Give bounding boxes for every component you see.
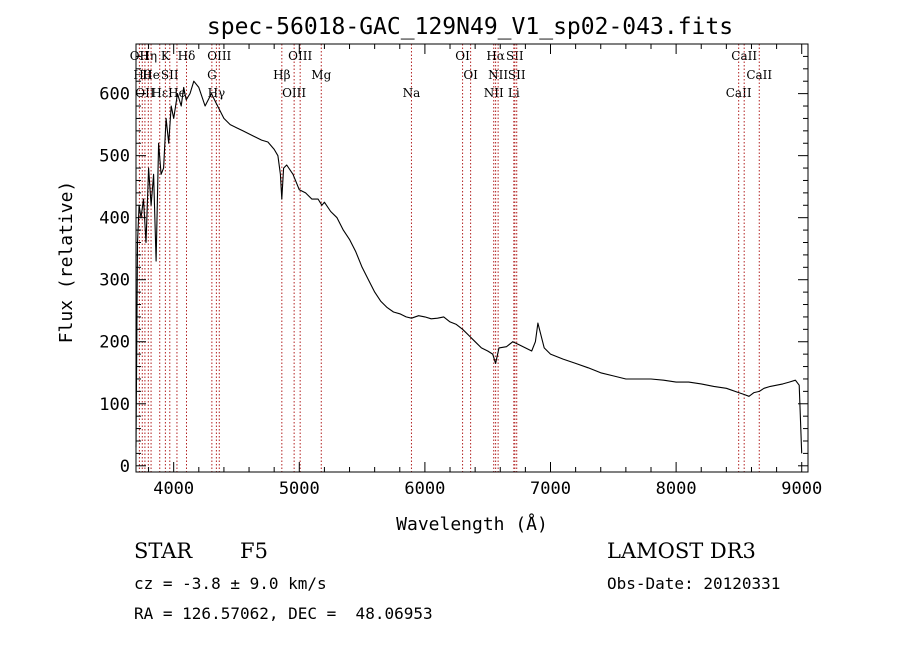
chart-title: spec-56018-GAC_129N49_V1_sp02-043.fits: [207, 14, 733, 40]
line-label: K: [161, 49, 171, 63]
object-subclass: F5: [240, 539, 268, 563]
y-tick-label: 300: [99, 271, 130, 291]
survey-name: LAMOST DR3: [607, 539, 756, 563]
line-label: SII: [506, 49, 524, 63]
line-label: CaII: [731, 49, 757, 63]
line-label: NII: [488, 68, 508, 82]
line-label: G: [207, 68, 217, 82]
coordinates: RA = 126.57062, DEC = 48.06953: [134, 604, 433, 623]
line-label: Hδ: [178, 49, 196, 63]
y-tick-label: 100: [99, 395, 130, 415]
axes: 4000 5000 6000 7000 8000 9000 0 100 200 300 400 500…: [99, 43, 822, 499]
x-tick-label: 8000: [656, 479, 697, 499]
line-label: CaII: [746, 68, 772, 82]
series-line: [135, 80, 803, 454]
line-label: OII: [135, 86, 155, 100]
line-label: Hε: [151, 86, 168, 100]
y-tick-label: 200: [99, 333, 130, 353]
y-tick-label: 600: [99, 85, 130, 105]
line-label: SII: [508, 68, 526, 82]
x-axis-label: Wavelength (Å): [396, 513, 548, 535]
line-label: Na: [403, 86, 421, 100]
line-label: He: [142, 68, 160, 82]
line-label: He: [168, 86, 186, 100]
y-tick-label: 0: [120, 457, 130, 477]
x-tick-label: 9000: [781, 479, 822, 499]
spectrum-series: [135, 80, 803, 454]
y-tick-label: 400: [99, 209, 130, 229]
line-label: NII: [484, 86, 504, 100]
line-label: SII: [161, 68, 179, 82]
line-label: OIII: [288, 49, 312, 63]
line-label: Hα: [486, 49, 505, 63]
line-label: Hβ: [273, 68, 290, 82]
emission-line-markers: OIIHθOIIHηHeHεKSIIHeHδGHγOIIIHβOIIIOIIIM…: [130, 44, 772, 472]
object-class: STAR: [134, 539, 193, 563]
plot-frame: [135, 43, 809, 473]
line-label: OIII: [282, 86, 306, 100]
line-label: Mg: [311, 68, 331, 82]
line-label: OI: [463, 68, 478, 82]
line-label: OI: [455, 49, 470, 63]
observation-date: Obs-Date: 20120331: [607, 574, 781, 593]
line-label: CaII: [726, 86, 752, 100]
line-label: Hγ: [208, 86, 226, 100]
x-tick-label: 4000: [153, 479, 194, 499]
x-tick-label: 6000: [404, 479, 445, 499]
y-axis-label: Flux (relative): [56, 181, 77, 344]
line-label: OIII: [207, 49, 231, 63]
redshift-cz: cz = -3.8 ± 9.0 km/s: [134, 574, 327, 593]
x-tick-label: 7000: [530, 479, 571, 499]
x-tick-label: 5000: [279, 479, 320, 499]
y-tick-label: 500: [99, 147, 130, 167]
line-label: Li: [508, 86, 520, 100]
line-label: Hη: [139, 49, 157, 63]
line-label: Hθ: [133, 68, 151, 82]
